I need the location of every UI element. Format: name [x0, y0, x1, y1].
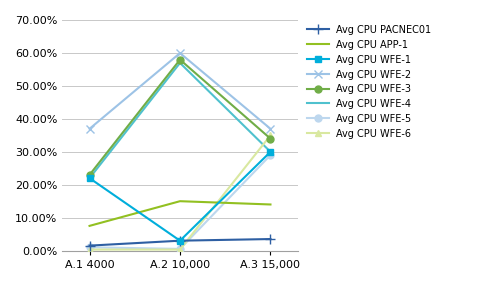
Avg CPU WFE-3 — [267, 137, 273, 140]
Line: Avg CPU WFE-4: Avg CPU WFE-4 — [90, 63, 270, 178]
Avg CPU PACNEC01 — [87, 244, 93, 247]
Avg CPU WFE-6 — [87, 248, 93, 251]
Avg CPU WFE-3 — [177, 58, 183, 61]
Avg CPU WFE-1 — [177, 239, 183, 242]
Avg CPU APP-1 — [267, 203, 273, 206]
Avg CPU WFE-4 — [87, 177, 93, 180]
Avg CPU WFE-6 — [177, 248, 183, 251]
Line: Avg CPU WFE-2: Avg CPU WFE-2 — [85, 49, 275, 133]
Legend: Avg CPU PACNEC01, Avg CPU APP-1, Avg CPU WFE-1, Avg CPU WFE-2, Avg CPU WFE-3, Av: Avg CPU PACNEC01, Avg CPU APP-1, Avg CPU… — [307, 25, 432, 139]
Avg CPU WFE-1 — [87, 177, 93, 180]
Avg CPU WFE-1 — [267, 150, 273, 154]
Avg CPU WFE-4 — [177, 61, 183, 65]
Avg CPU WFE-2 — [267, 127, 273, 130]
Avg CPU PACNEC01 — [177, 239, 183, 242]
Avg CPU PACNEC01 — [267, 237, 273, 241]
Line: Avg CPU WFE-3: Avg CPU WFE-3 — [86, 56, 274, 178]
Line: Avg CPU WFE-5: Avg CPU WFE-5 — [86, 152, 274, 252]
Line: Avg CPU WFE-1: Avg CPU WFE-1 — [86, 148, 274, 244]
Avg CPU APP-1 — [177, 200, 183, 203]
Avg CPU WFE-6 — [267, 134, 273, 137]
Avg CPU WFE-5 — [87, 246, 93, 249]
Line: Avg CPU PACNEC01: Avg CPU PACNEC01 — [84, 234, 276, 251]
Avg CPU WFE-4 — [267, 150, 273, 154]
Line: Avg CPU APP-1: Avg CPU APP-1 — [90, 201, 270, 226]
Avg CPU WFE-2 — [177, 51, 183, 55]
Avg CPU WFE-2 — [87, 127, 93, 130]
Avg CPU WFE-3 — [87, 173, 93, 177]
Avg CPU WFE-5 — [267, 154, 273, 157]
Avg CPU WFE-5 — [177, 247, 183, 251]
Avg CPU APP-1 — [87, 224, 93, 228]
Line: Avg CPU WFE-6: Avg CPU WFE-6 — [86, 132, 274, 253]
